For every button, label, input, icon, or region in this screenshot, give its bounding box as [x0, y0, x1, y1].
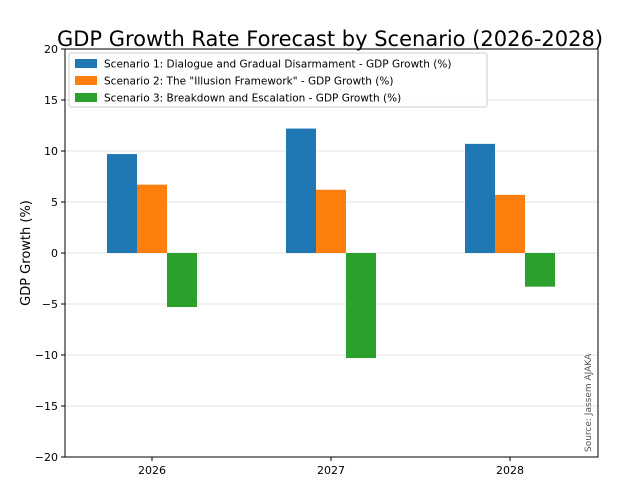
bar-2027-series-2: [316, 189, 346, 253]
legend-box: [68, 52, 488, 108]
x-tick-label: 2028: [496, 464, 524, 477]
bars: [107, 128, 555, 359]
legend-swatch-3: [75, 93, 97, 102]
x-axis-ticks: 2026 2027 2028: [138, 457, 524, 477]
source-note: Source: Jassem AJAKA: [584, 353, 594, 452]
x-tick-label: 2026: [138, 464, 166, 477]
bar-2026-series-1: [107, 154, 137, 253]
y-tick-label: −20: [35, 451, 58, 464]
legend-label-2: Scenario 2: The "Illusion Framework" - G…: [104, 76, 393, 88]
bar-2027-series-1: [286, 128, 316, 253]
y-tick-label: 0: [51, 247, 58, 260]
y-tick-label: −10: [35, 349, 58, 362]
legend-swatch-2: [75, 76, 97, 85]
y-tick-label: −5: [42, 298, 58, 311]
bar-2026-series-2: [137, 184, 167, 253]
legend-label-1: Scenario 1: Dialogue and Gradual Disarma…: [104, 59, 451, 71]
bar-2028-series-2: [495, 194, 525, 253]
y-tick-label: 5: [51, 196, 58, 209]
legend-label-3: Scenario 3: Breakdown and Escalation - G…: [104, 93, 401, 105]
bar-2026-series-3: [167, 253, 197, 308]
bar-2028-series-1: [465, 143, 495, 253]
chart-title: GDP Growth Rate Forecast by Scenario (20…: [57, 27, 603, 51]
y-tick-label: 15: [44, 94, 58, 107]
legend-swatch-1: [75, 59, 97, 68]
bar-2028-series-3: [525, 253, 555, 287]
legend: Scenario 1: Dialogue and Gradual Disarma…: [68, 52, 488, 108]
y-tick-label: 10: [44, 145, 58, 158]
y-tick-label: −15: [35, 400, 58, 413]
y-tick-label: 20: [44, 43, 58, 56]
y-axis-label: GDP Growth (%): [19, 200, 34, 306]
bar-2027-series-3: [346, 253, 376, 359]
y-axis-ticks: −20 −15 −10 −5 0 5 10 15 20: [35, 43, 65, 464]
x-tick-label: 2027: [317, 464, 345, 477]
